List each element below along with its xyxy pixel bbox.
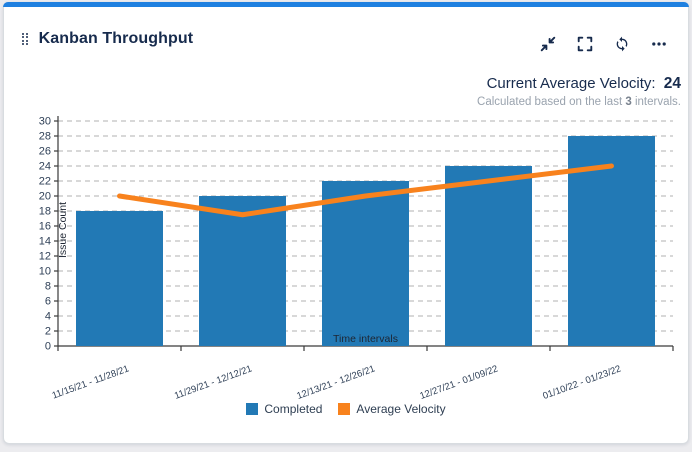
refresh-button[interactable]	[614, 36, 630, 52]
y-axis-tick-label: 20	[39, 191, 51, 203]
y-axis-tick-label: 2	[45, 326, 51, 338]
completed-bar[interactable]	[322, 181, 409, 346]
collapse-button[interactable]	[540, 36, 556, 52]
y-axis-tick-label: 4	[45, 311, 51, 323]
velocity-note: Calculated based on the last 3 intervals…	[477, 96, 681, 108]
x-axis-tick-label: 11/29/21 - 12/12/21	[173, 363, 254, 401]
y-axis-tick-label: 14	[39, 236, 51, 248]
completed-bar[interactable]	[76, 211, 163, 346]
x-axis-title: Time intervals	[333, 333, 398, 345]
y-axis-tick-label: 0	[45, 341, 51, 353]
y-axis-tick-label: 6	[45, 296, 51, 308]
x-axis-tick-label: 12/13/21 - 12/26/21	[295, 363, 376, 402]
velocity-note-suffix: intervals.	[634, 96, 681, 108]
velocity-note-intervals: 3	[625, 96, 632, 108]
y-axis-title: Issue Count	[57, 202, 69, 258]
x-axis-tick-label: 01/10/22 - 01/23/22	[541, 363, 622, 402]
velocity-summary: Current Average Velocity: 24 Calculated …	[477, 75, 681, 108]
y-axis-tick-label: 30	[39, 116, 51, 128]
legend-item-completed[interactable]: Completed	[246, 402, 322, 416]
y-axis-tick-label: 10	[39, 266, 51, 278]
widget-header: Kanban Throughput	[22, 30, 193, 48]
widget-title: Kanban Throughput	[38, 30, 194, 47]
velocity-note-prefix: Calculated based on the last	[477, 96, 623, 108]
legend-label-average-velocity: Average Velocity	[356, 402, 446, 416]
y-axis-tick-label: 28	[39, 131, 51, 143]
more-options-icon	[652, 42, 666, 46]
y-axis-tick-label: 26	[39, 146, 51, 158]
more-options-button[interactable]	[651, 36, 667, 52]
legend-item-average-velocity[interactable]: Average Velocity	[338, 402, 446, 416]
y-axis-tick-label: 22	[39, 176, 51, 188]
widget-card: 0 2 4 6 8 10 12 14 16 18 20 22 24 26 28 30 11/15/21 - 11…	[3, 2, 689, 444]
legend-label-completed: Completed	[264, 402, 323, 416]
y-axis-tick-label: 12	[39, 251, 51, 263]
velocity-label: Current Average Velocity: 24	[477, 75, 681, 93]
refresh-icon	[616, 36, 628, 52]
y-axis-tick-label: 24	[39, 161, 51, 173]
legend-swatch-completed	[246, 403, 259, 415]
toolbar	[540, 36, 667, 52]
fullscreen-icon	[577, 36, 593, 52]
average-velocity-line[interactable]	[117, 163, 614, 218]
x-axis-tick-label: 11/15/21 - 11/28/21	[51, 363, 131, 401]
y-axis-tick-label: 16	[39, 221, 51, 233]
drag-handle-icon[interactable]	[22, 32, 28, 46]
completed-bar[interactable]	[199, 196, 286, 346]
x-axis-tick-label: 12/27/21 - 01/09/22	[418, 363, 499, 402]
fullscreen-button[interactable]	[577, 36, 593, 52]
accent-bar	[3, 2, 689, 7]
velocity-value: 24	[663, 75, 681, 92]
completed-bar[interactable]	[445, 166, 532, 346]
y-axis-tick-label: 18	[39, 206, 51, 218]
chart-legend: Completed Average Velocity	[4, 402, 688, 416]
collapse-icon	[540, 36, 556, 52]
legend-swatch-average-velocity	[338, 403, 351, 415]
y-axis-tick-label: 8	[45, 281, 51, 293]
velocity-label-text: Current Average Velocity:	[486, 75, 656, 92]
